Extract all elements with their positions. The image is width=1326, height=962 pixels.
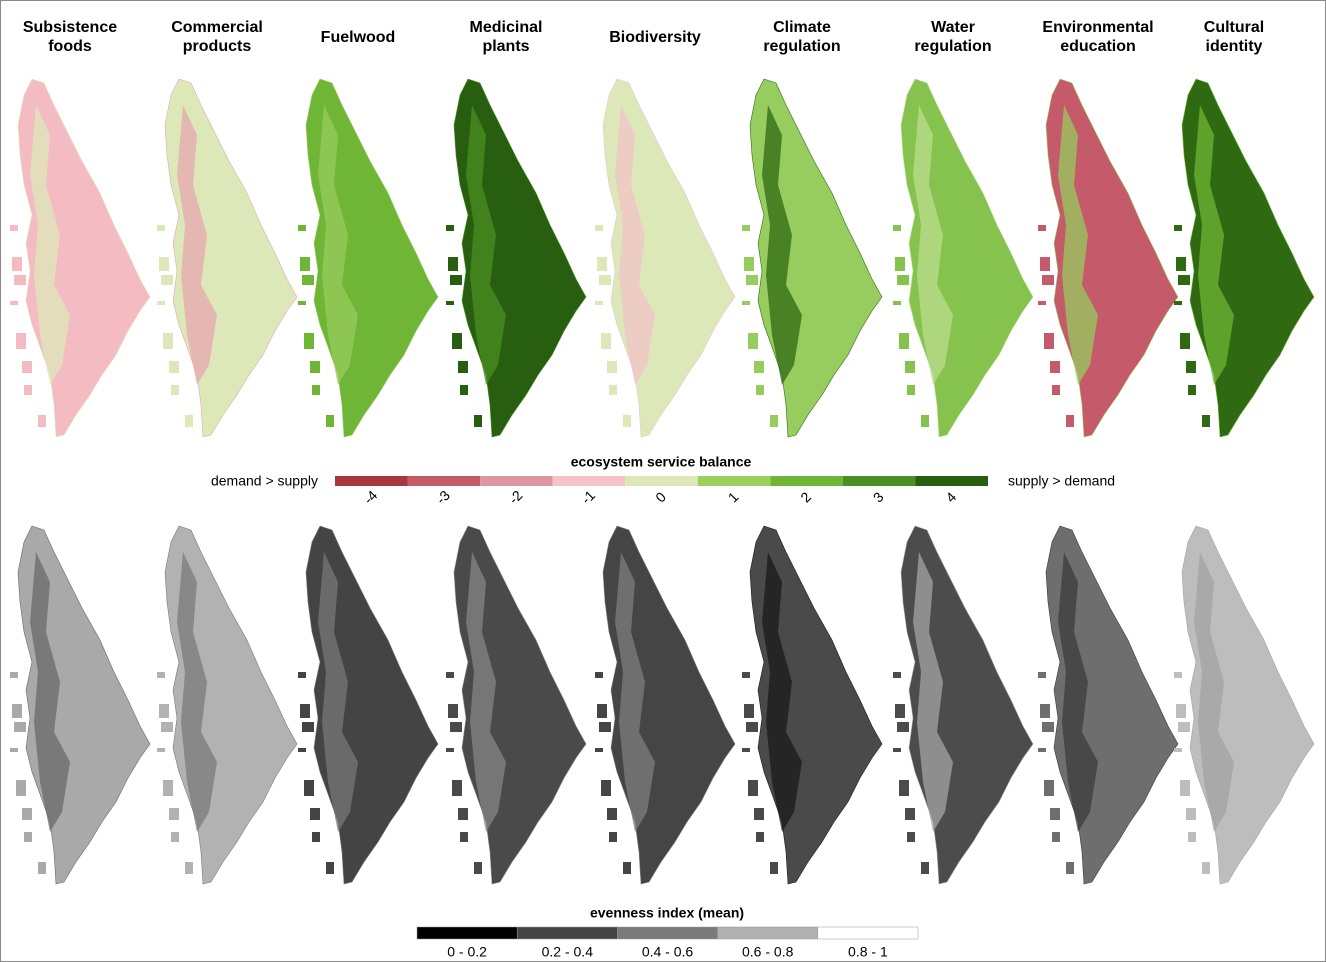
legend-swatch bbox=[770, 476, 843, 486]
map bbox=[595, 78, 736, 438]
panel-title: Commercial products bbox=[171, 19, 263, 55]
map bbox=[1174, 78, 1315, 438]
legend-label: 0.4 - 0.6 bbox=[642, 944, 694, 960]
map bbox=[893, 525, 1034, 885]
legend-label: 0.8 - 1 bbox=[848, 944, 888, 960]
legend-swatch bbox=[480, 476, 553, 486]
map bbox=[446, 525, 587, 885]
legend-swatch bbox=[416, 926, 518, 940]
legend-label: 4 bbox=[942, 489, 959, 506]
map bbox=[157, 78, 298, 438]
legend-swatch bbox=[697, 476, 771, 486]
map bbox=[157, 525, 298, 885]
legend-swatch bbox=[915, 476, 988, 486]
map bbox=[10, 78, 151, 438]
map bbox=[893, 78, 1034, 438]
legend-label: 0 bbox=[652, 489, 669, 506]
legend-left-label: demand > supply bbox=[211, 473, 318, 489]
legend-swatch bbox=[335, 476, 408, 486]
panel-title: Biodiversity bbox=[609, 28, 701, 46]
map bbox=[10, 525, 151, 885]
panel-title: Subsistence foods bbox=[22, 19, 118, 55]
panel-title: Climate regulation bbox=[763, 19, 841, 55]
panel-title: Environmental education bbox=[1042, 19, 1154, 55]
map bbox=[298, 78, 439, 438]
legend-title: evenness index (mean) bbox=[590, 905, 744, 921]
legend-label: 3 bbox=[870, 489, 887, 506]
legend-swatch bbox=[516, 926, 618, 940]
legend-label: -4 bbox=[360, 487, 380, 507]
legend-swatch bbox=[407, 476, 481, 486]
legend-label: -2 bbox=[505, 487, 525, 507]
legend-label: -1 bbox=[578, 487, 598, 507]
map bbox=[1038, 525, 1179, 885]
panel-title: Water regulation bbox=[914, 19, 992, 55]
legend-title: ecosystem service balance bbox=[571, 454, 752, 470]
legend-swatch bbox=[625, 476, 698, 486]
map bbox=[1038, 78, 1179, 438]
map bbox=[595, 525, 736, 885]
legend-right-label: supply > demand bbox=[1008, 473, 1115, 489]
legend-label: 0.2 - 0.4 bbox=[542, 944, 594, 960]
legend-label: 2 bbox=[797, 489, 814, 506]
legend-label: -3 bbox=[433, 487, 453, 507]
map bbox=[742, 78, 883, 438]
legend-label: 0 - 0.2 bbox=[447, 944, 487, 960]
panel-title: Cultural identity bbox=[1203, 19, 1265, 55]
map bbox=[446, 78, 587, 438]
legend-swatch bbox=[817, 926, 919, 940]
legend-label: 1 bbox=[725, 489, 742, 506]
legend-swatch bbox=[552, 476, 626, 486]
panel-title: Fuelwood bbox=[320, 28, 396, 46]
legend-swatch bbox=[617, 926, 718, 940]
panel-title: Medicinal plants bbox=[469, 19, 543, 55]
legend-swatch bbox=[717, 926, 819, 940]
legend-swatch bbox=[842, 476, 916, 486]
map bbox=[1174, 525, 1315, 885]
legend-label: 0.6 - 0.8 bbox=[742, 944, 794, 960]
map bbox=[742, 525, 883, 885]
map bbox=[298, 525, 439, 885]
